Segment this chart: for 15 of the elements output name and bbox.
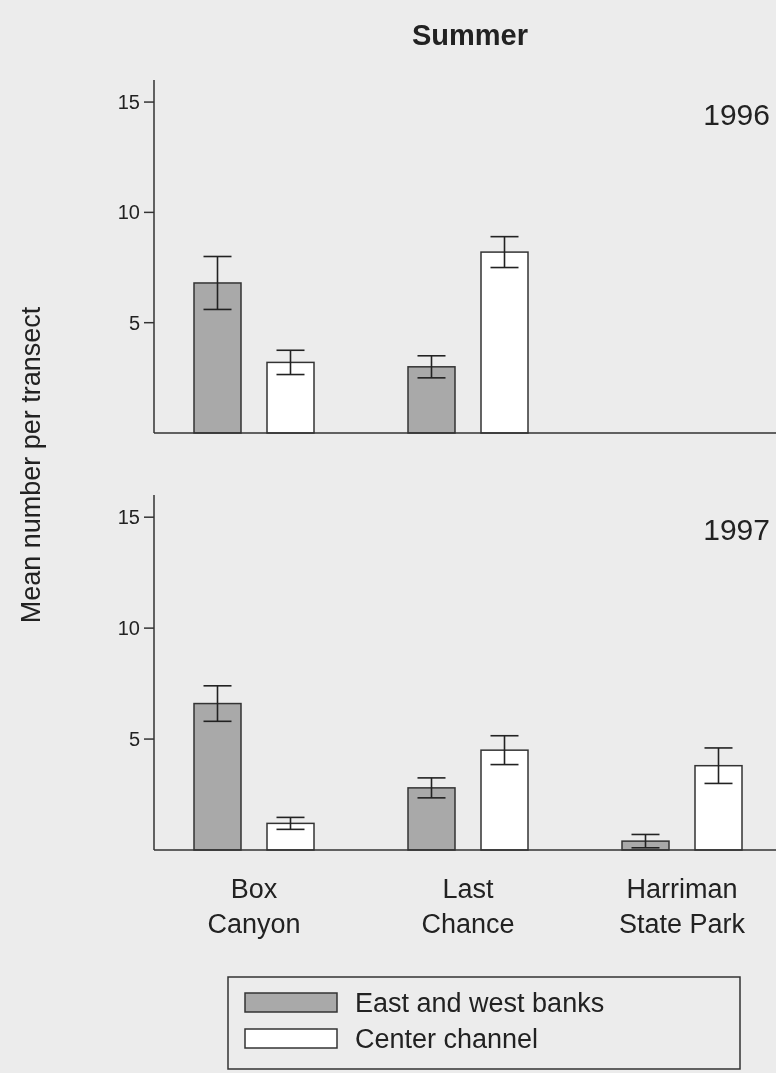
chart-title: Summer — [411, 19, 529, 51]
x-tick-label: Box Canyon — [207, 874, 301, 939]
y-tick-label: 15 — [117, 506, 140, 529]
y-tick-label: 10 — [117, 201, 140, 224]
annotation: 1996 — [703, 98, 770, 131]
annotation: 1997 — [703, 513, 770, 546]
y-tick-label: 5 — [128, 311, 140, 334]
y-tick-label: 5 — [128, 728, 140, 751]
legend-label: East and west banks — [355, 988, 605, 1019]
x-tick-label: Last Chance — [421, 874, 515, 939]
legend-label: Center channel — [355, 1024, 539, 1055]
y-tick-label: 15 — [117, 91, 140, 114]
y-axis-title: Mean number per transect — [16, 306, 46, 624]
x-tick-label: Harriman State Park — [618, 874, 746, 939]
y-tick-label: 10 — [117, 617, 140, 640]
